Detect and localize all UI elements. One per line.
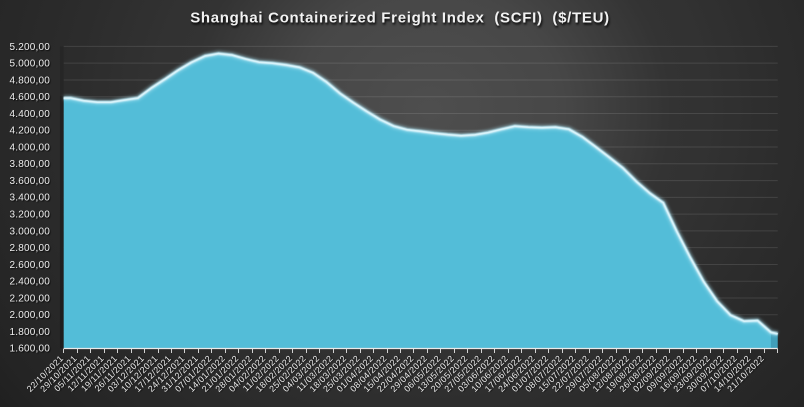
svg-text:4.800,00: 4.800,00 (9, 75, 50, 86)
svg-text:2.600,00: 2.600,00 (9, 260, 50, 271)
svg-text:1.800,00: 1.800,00 (9, 327, 50, 338)
svg-text:2.000,00: 2.000,00 (9, 310, 50, 321)
svg-text:4.400,00: 4.400,00 (9, 109, 50, 120)
svg-text:4.600,00: 4.600,00 (9, 92, 50, 103)
svg-text:2.200,00: 2.200,00 (9, 293, 50, 304)
svg-text:2.400,00: 2.400,00 (9, 277, 50, 288)
svg-text:4.000,00: 4.000,00 (9, 142, 50, 153)
svg-text:3.400,00: 3.400,00 (9, 193, 50, 204)
svg-text:1.600,00: 1.600,00 (9, 344, 50, 355)
svg-text:5.200,00: 5.200,00 (9, 42, 50, 53)
svg-text:4.200,00: 4.200,00 (9, 126, 50, 137)
svg-text:3.200,00: 3.200,00 (9, 210, 50, 221)
svg-text:3.600,00: 3.600,00 (9, 176, 50, 187)
svg-text:5.000,00: 5.000,00 (9, 59, 50, 70)
svg-text:2.800,00: 2.800,00 (9, 243, 50, 254)
svg-text:3.000,00: 3.000,00 (9, 226, 50, 237)
svg-text:3.800,00: 3.800,00 (9, 159, 50, 170)
svg-text:Shanghai Containerized Freight: Shanghai Containerized Freight Index (SC… (190, 10, 610, 27)
